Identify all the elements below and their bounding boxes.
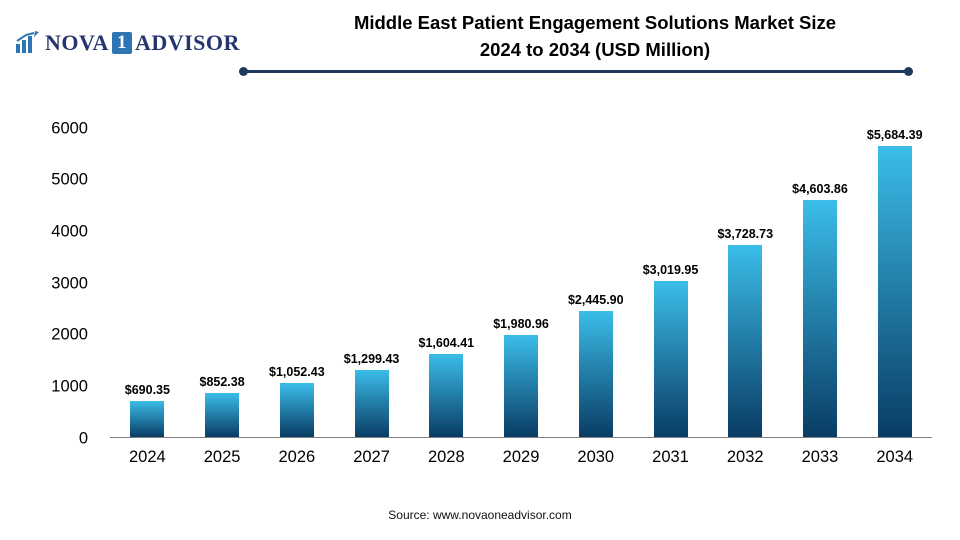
bar-slot: $690.35 [110, 128, 185, 437]
y-axis: 0 1000 2000 3000 4000 5000 6000 [0, 120, 102, 446]
bar [653, 281, 688, 437]
y-tick-label: 6000 [51, 118, 88, 137]
brand-logo: NOVA 1 ADVISOR [14, 30, 240, 56]
x-axis-label: 2034 [876, 448, 914, 466]
bar-slot: $1,604.41 [409, 128, 484, 437]
bar-slot: $4,603.86 [783, 128, 858, 437]
x-axis-label: 2032 [726, 448, 764, 466]
bar [205, 393, 240, 437]
brand-name-nova: NOVA [45, 30, 109, 55]
x-axis-label: 2025 [203, 448, 241, 466]
y-tick-label: 5000 [51, 170, 88, 189]
bar-value-label: $3,728.73 [717, 226, 774, 241]
bar-slot: $1,980.96 [484, 128, 559, 437]
bar [279, 382, 314, 437]
x-axis-label: 2029 [502, 448, 540, 466]
x-axis: 2024 2025 2026 2027 2028 2029 2030 2031 2032 2033… [110, 448, 932, 467]
bar [504, 334, 539, 437]
bar-value-label: $5,684.39 [866, 128, 923, 142]
bar-value-label: $1,052.43 [269, 364, 325, 379]
bar-slot: $3,728.73 [708, 128, 783, 437]
bar-value-label: $2,445.90 [567, 293, 624, 308]
x-axis-label: 2030 [577, 448, 615, 466]
bar-chart: $690.35 $852.38 $1,052.43 $1,299.43 $1,604.4… [110, 128, 932, 467]
x-axis-label: 2028 [427, 448, 465, 466]
bar-slot: $1,052.43 [259, 128, 334, 437]
x-axis-label: 2026 [278, 448, 316, 466]
bar [130, 401, 165, 437]
x-axis-label: 2024 [129, 448, 166, 466]
brand-name-one: 1 [111, 32, 132, 54]
bar [877, 146, 912, 437]
x-axis-label: 2027 [353, 448, 390, 466]
bar-value-label: $1,980.96 [493, 316, 549, 331]
bar-slot: $5,684.39 [857, 128, 932, 437]
bar-slot: $2,445.90 [558, 128, 633, 437]
chart-title-line2: 2024 to 2034 (USD Million) [479, 38, 711, 60]
y-tick-label: 3000 [51, 273, 88, 292]
brand-name-advisor: ADVISOR [134, 30, 240, 55]
bar [354, 370, 389, 437]
bar [802, 199, 837, 437]
bar-slot: $1,299.43 [334, 128, 409, 437]
bar [429, 354, 464, 437]
title-underline [239, 67, 913, 76]
y-tick-label: 0 [78, 428, 88, 447]
bar-chart-logo-icon [16, 31, 39, 53]
x-axis-label: 2033 [801, 448, 839, 466]
bar [578, 311, 613, 437]
bar-value-label: $3,019.95 [642, 263, 699, 278]
bar-value-label: $690.35 [124, 383, 170, 398]
plot-area: $690.35 $852.38 $1,052.43 $1,299.43 $1,604.4… [110, 128, 932, 438]
y-tick-label: 4000 [51, 222, 88, 241]
y-tick-label: 1000 [51, 377, 88, 396]
source-text: Source: www.novaoneadvisor.com [388, 508, 572, 522]
y-tick-label: 2000 [51, 325, 88, 344]
bar-value-label: $1,299.43 [343, 352, 400, 367]
header: NOVA 1 ADVISOR Middle East Patient Engag… [0, 0, 960, 90]
bar-slot: $852.38 [185, 128, 260, 437]
bar-value-label: $1,604.41 [418, 336, 475, 351]
bar-value-label: $4,603.86 [792, 181, 848, 196]
bar [728, 244, 763, 437]
bar-value-label: $852.38 [199, 375, 245, 390]
x-axis-label: 2031 [652, 448, 689, 466]
chart-title-line1: Middle East Patient Engagement Solutions… [353, 12, 837, 33]
chart-title: Middle East Patient Engagement Solutions… [265, 10, 925, 64]
bar-slot: $3,019.95 [633, 128, 708, 437]
